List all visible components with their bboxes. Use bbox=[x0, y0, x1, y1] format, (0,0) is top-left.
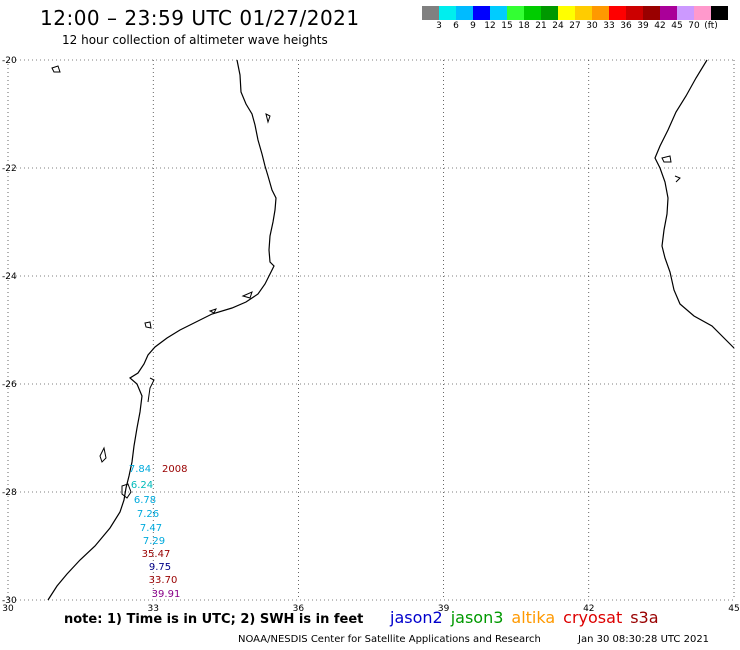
color-scale-label: 45 bbox=[671, 21, 683, 31]
color-swatch bbox=[490, 6, 507, 20]
coast-detail bbox=[121, 483, 132, 499]
color-scale-label: 70 bbox=[688, 21, 700, 31]
color-swatch bbox=[711, 6, 728, 20]
wave-height-label: 7.26 bbox=[137, 509, 159, 520]
color-scale-label: 3 bbox=[436, 21, 442, 31]
coast-detail bbox=[147, 377, 155, 403]
island bbox=[661, 155, 672, 163]
color-swatch bbox=[558, 6, 575, 20]
satellite-legend-item: cryosat bbox=[563, 608, 623, 627]
x-tick-label: 33 bbox=[147, 604, 158, 614]
island bbox=[241, 291, 253, 299]
color-scale-label: 39 bbox=[637, 21, 649, 31]
y-tick-label: -24 bbox=[2, 272, 17, 282]
wave-height-label: 39.91 bbox=[152, 589, 181, 600]
color-scale-label: 21 bbox=[535, 21, 547, 31]
color-scale-label: 30 bbox=[586, 21, 598, 31]
coastline bbox=[47, 59, 735, 601]
color-swatch bbox=[422, 6, 439, 20]
color-scale-label: 27 bbox=[569, 21, 581, 31]
color-swatch bbox=[609, 6, 626, 20]
satellite-legend: jason2 jason3 altika cryosat s3a bbox=[390, 608, 667, 627]
color-scale-label: 6 bbox=[453, 21, 459, 31]
satellite-legend-item: s3a bbox=[630, 608, 659, 627]
wave-height-label: 33.70 bbox=[149, 575, 178, 586]
color-scale-label: 33 bbox=[603, 21, 615, 31]
color-swatch bbox=[507, 6, 524, 20]
wave-observations: 7.84 2008 6.24 6.78 7.26 7.47 7.29 35.47 9.75 33.… bbox=[129, 464, 188, 600]
footer-note: note: 1) Time is in UTC; 2) SWH is in fe… bbox=[64, 612, 364, 627]
island bbox=[265, 113, 271, 124]
color-scale-label: 36 bbox=[620, 21, 632, 31]
x-tick-label: 39 bbox=[438, 604, 450, 614]
island bbox=[144, 321, 152, 329]
color-swatch bbox=[660, 6, 677, 20]
color-scale-bar bbox=[422, 6, 728, 20]
y-tick-label: -20 bbox=[2, 56, 17, 66]
wave-height-label: 9.75 bbox=[149, 562, 171, 573]
color-swatch bbox=[677, 6, 694, 20]
island bbox=[51, 65, 61, 73]
y-tick-label: -28 bbox=[2, 488, 17, 498]
color-swatch bbox=[524, 6, 541, 20]
color-scale-labels: 3 6 9 12 15 18 21 24 27 30 33 36 39 42 45 70 (ft) bbox=[422, 21, 740, 33]
madagascar-coastline bbox=[654, 59, 735, 349]
island bbox=[99, 446, 107, 463]
color-scale-label: 15 bbox=[501, 21, 513, 31]
color-swatch bbox=[592, 6, 609, 20]
color-swatch bbox=[694, 6, 711, 20]
x-tick-label: 42 bbox=[583, 604, 594, 614]
color-swatch bbox=[439, 6, 456, 20]
credit-line: NOAA/NESDIS Center for Satellite Applica… bbox=[238, 634, 541, 645]
color-swatch bbox=[643, 6, 660, 20]
y-tick-label: -30 bbox=[2, 596, 17, 606]
color-scale-label: (ft) bbox=[704, 21, 718, 31]
color-scale-label: 12 bbox=[484, 21, 496, 31]
color-swatch bbox=[575, 6, 592, 20]
color-swatch bbox=[541, 6, 558, 20]
color-scale-label: 9 bbox=[470, 21, 476, 31]
x-tick-label: 36 bbox=[293, 604, 305, 614]
color-swatch bbox=[456, 6, 473, 20]
island bbox=[208, 308, 217, 314]
color-scale-label: 18 bbox=[518, 21, 530, 31]
x-tick-label: 45 bbox=[728, 604, 739, 614]
wave-height-label: 2008 bbox=[162, 464, 187, 475]
y-tick-label: -26 bbox=[2, 380, 17, 390]
coast-detail bbox=[674, 175, 681, 183]
wave-height-label: 7.84 bbox=[129, 464, 151, 475]
page-title: 12:00 – 23:59 UTC 01/27/2021 bbox=[40, 6, 360, 30]
wave-height-label: 35.47 bbox=[142, 549, 171, 560]
satellite-legend-item: altika bbox=[511, 608, 556, 627]
color-swatch bbox=[626, 6, 643, 20]
page-subtitle: 12 hour collection of altimeter wave hei… bbox=[62, 33, 328, 47]
color-scale-label: 24 bbox=[552, 21, 564, 31]
africa-coastline bbox=[47, 59, 277, 601]
x-tick-label: 30 bbox=[2, 604, 14, 614]
axis-labels: 30 33 36 39 42 45 -20 -22 -24 -26 -28 -30 bbox=[2, 56, 740, 614]
wave-height-label: 7.47 bbox=[140, 523, 162, 534]
satellite-legend-item: jason3 bbox=[450, 608, 504, 627]
satellite-legend-item: jason2 bbox=[390, 608, 443, 627]
wave-height-label: 6.78 bbox=[134, 495, 156, 506]
wave-height-label: 6.24 bbox=[131, 480, 153, 491]
wave-height-label: 7.29 bbox=[143, 536, 165, 547]
y-tick-label: -22 bbox=[2, 164, 17, 174]
color-scale-label: 42 bbox=[654, 21, 666, 31]
map-grid bbox=[7, 59, 735, 601]
color-swatch bbox=[473, 6, 490, 20]
generated-timestamp: Jan 30 08:30:28 UTC 2021 bbox=[578, 634, 710, 645]
